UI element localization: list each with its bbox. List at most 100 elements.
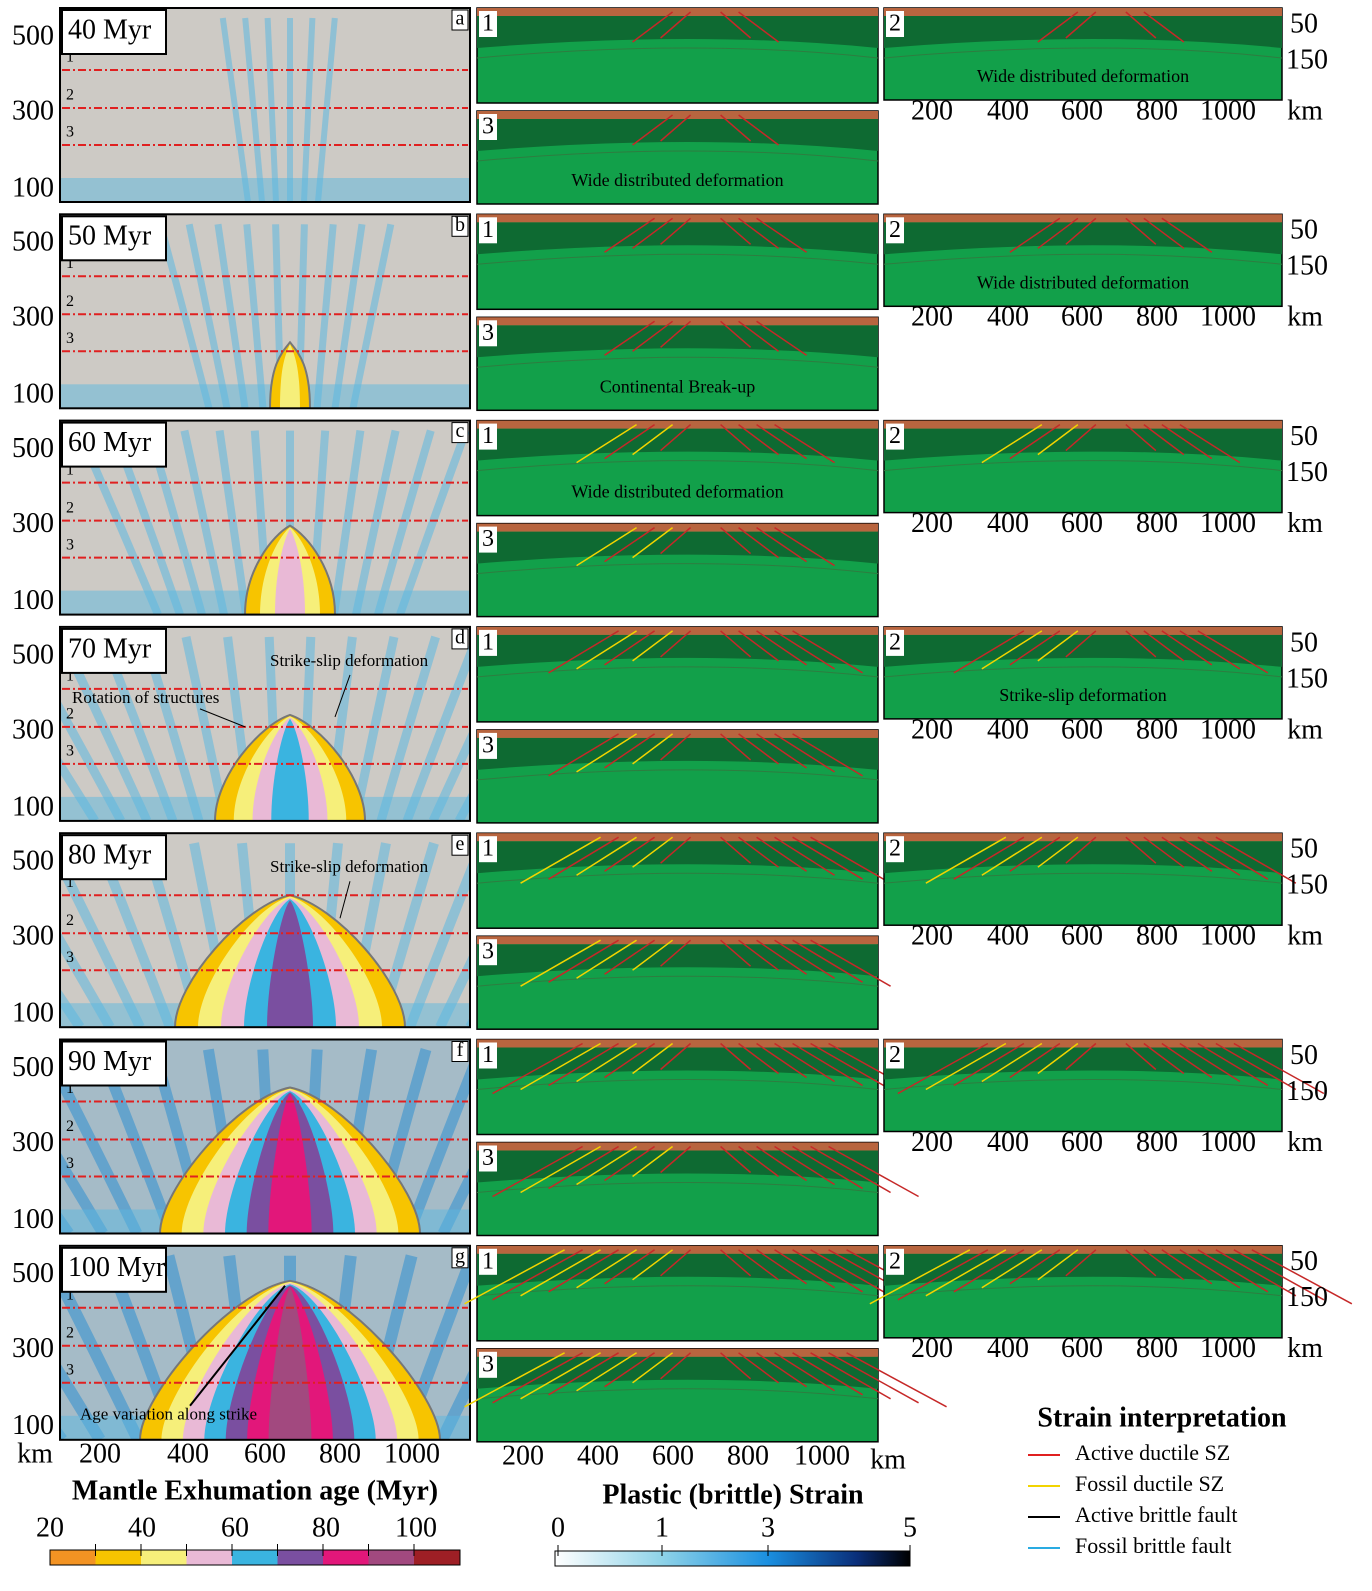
profile-label: 1: [66, 461, 74, 478]
fault: [1143, 630, 1185, 662]
profile-label: 1: [66, 255, 74, 272]
fault: [632, 217, 674, 249]
colorbar-tick: 5: [903, 1512, 917, 1543]
dome: [268, 1287, 312, 1440]
x-unit: km: [1287, 1333, 1323, 1364]
section-label: 2: [889, 1248, 901, 1274]
legend-label: Fossil ductile SZ: [1075, 1471, 1224, 1496]
layer-line: [476, 1079, 879, 1090]
fault: [548, 1249, 619, 1293]
fault: [632, 114, 674, 146]
time-box: [61, 1040, 167, 1087]
x-tick-label: 200: [911, 1127, 953, 1158]
panel-letter: d: [455, 626, 465, 648]
y-tick-label: 100: [12, 998, 54, 1029]
x-tick-label: 1000: [1200, 302, 1256, 333]
fault: [738, 939, 780, 971]
lithosphere: [477, 119, 878, 151]
fault: [810, 1042, 891, 1091]
fault: [1065, 424, 1097, 452]
layer-line: [476, 47, 879, 59]
fault: [1161, 423, 1213, 460]
map-frame: [59, 419, 471, 616]
colorbar-cell: [186, 1550, 232, 1565]
fault: [738, 836, 780, 868]
depth-tick: 150: [1286, 251, 1328, 282]
x-tick-label: 600: [1061, 1333, 1103, 1364]
section-label: 1: [482, 1248, 494, 1274]
y-tick-label: 300: [12, 508, 54, 539]
x-tick-label: 400: [987, 95, 1029, 126]
fault: [981, 630, 1043, 670]
fault: [756, 320, 807, 356]
fault: [981, 423, 1043, 464]
streak: [0, 1050, 1, 1234]
x-tick-label: 1000: [1200, 1127, 1256, 1158]
fault: [1215, 1042, 1297, 1091]
fault: [720, 939, 752, 967]
section-label: 3: [482, 1351, 494, 1377]
fault: [1125, 1249, 1157, 1277]
fault: [756, 836, 807, 872]
fault: [632, 939, 674, 971]
crust: [477, 317, 878, 326]
fault: [660, 1145, 692, 1174]
section-label-box: [479, 629, 497, 656]
panel-letter: b: [455, 214, 465, 236]
fault: [604, 630, 655, 666]
lithosphere: [477, 1047, 878, 1080]
panel-letter: f: [457, 1039, 464, 1061]
map-annotation: Strike-slip deformation: [270, 651, 429, 670]
letter-box: [451, 1041, 469, 1062]
fault: [774, 836, 835, 876]
x-tick-label: 800: [1136, 302, 1178, 333]
fault: [632, 526, 674, 559]
x-tick-label: 800: [727, 1440, 769, 1471]
x-tick-label: km: [17, 1438, 53, 1469]
section-annotation: Wide distributed deformation: [977, 272, 1189, 292]
fault: [792, 1042, 863, 1087]
fault: [660, 1042, 692, 1071]
fault: [981, 836, 1043, 876]
x-unit: km: [1287, 95, 1323, 126]
fault: [756, 526, 807, 563]
layer-line: [476, 872, 879, 884]
fault: [1037, 424, 1079, 456]
section-label: 1: [482, 217, 494, 243]
fault: [738, 320, 780, 352]
depth-tick: 50: [1290, 8, 1318, 39]
fault: [1009, 217, 1061, 253]
layer-line: [476, 563, 879, 575]
fault: [756, 630, 807, 666]
profile-label: 3: [66, 124, 74, 141]
letter-box: [451, 9, 469, 31]
lithosphere: [477, 325, 878, 358]
fault: [1009, 1042, 1061, 1079]
fault: [1125, 630, 1157, 658]
fault: [1197, 1042, 1269, 1087]
layer-line: [883, 47, 1283, 59]
fault: [720, 1145, 752, 1174]
fault: [792, 1249, 863, 1293]
section-label: 2: [889, 11, 901, 37]
time-label: 80 Myr: [68, 840, 152, 871]
y-tick-label: 500: [12, 227, 54, 258]
fault: [1065, 217, 1097, 245]
section-label-box: [886, 217, 904, 244]
y-tick-label: 300: [12, 302, 54, 333]
fault: [738, 424, 780, 456]
fault: [774, 526, 835, 567]
fault: [720, 320, 752, 348]
fault: [660, 114, 692, 142]
fault: [660, 11, 692, 39]
time-box: [61, 627, 167, 674]
section-label-box: [479, 217, 497, 244]
time-box: [61, 215, 167, 262]
legend-label: Active ductile SZ: [1075, 1440, 1230, 1465]
crust: [477, 111, 878, 119]
fault: [464, 1352, 565, 1408]
depth-tick: 150: [1286, 44, 1328, 75]
profile-label: 1: [66, 49, 74, 66]
fault: [1125, 11, 1157, 39]
x-unit: km: [1287, 302, 1323, 333]
